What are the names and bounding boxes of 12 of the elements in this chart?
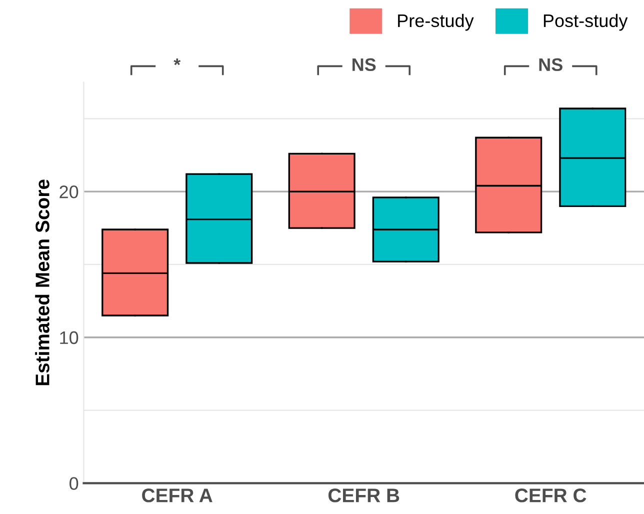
x-tick-label: CEFR A (142, 488, 212, 502)
text: NS (539, 58, 562, 72)
y-tick-label: 20 (60, 186, 78, 198)
legend-label: Pre-study (398, 14, 474, 31)
text: NS (352, 58, 376, 72)
y-tick-label: 10 (60, 331, 78, 344)
legend-label: Post-study (544, 14, 628, 31)
text: * (174, 58, 181, 66)
y-tick-label: 0 (70, 477, 78, 490)
x-tick-label: CEFR C (515, 488, 586, 502)
x-tick-label: CEFR B (328, 488, 400, 502)
y-axis-title: Estimated Mean Score (35, 180, 50, 386)
